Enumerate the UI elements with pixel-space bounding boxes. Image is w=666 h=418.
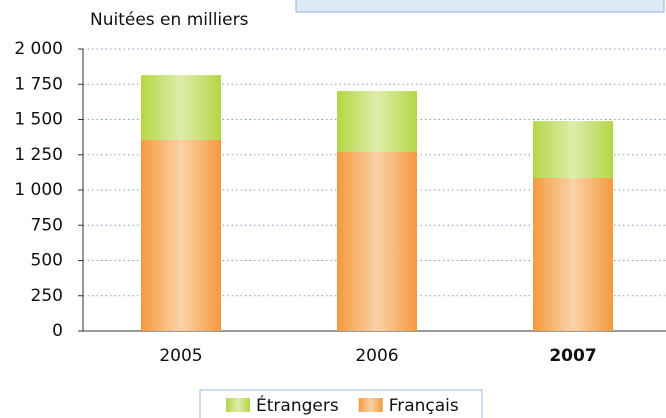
bar-segment [533,121,613,179]
title-banner [295,0,665,13]
legend-swatch [226,398,250,412]
bar-segment [337,91,417,152]
legend-label: Étrangers [256,394,339,416]
y-tick-label: 750 [31,215,63,235]
bar-segment [337,151,417,331]
y-axis-label: Nuitées en milliers [90,10,249,30]
legend-label: Français [389,396,459,416]
y-tick-label: 2 000 [14,39,63,59]
bar-segment [533,178,613,331]
y-tick-label: 1 750 [14,74,63,94]
y-tick-label: 1 250 [14,145,63,165]
bar-segment [141,139,221,331]
y-tick-label: 1 000 [14,180,63,200]
y-tick-label: 500 [31,251,63,271]
legend-swatch [358,398,383,412]
y-tick-label: 1 500 [14,110,63,130]
x-tick-label: 2005 [159,346,202,366]
y-tick-label: 0 [52,321,63,341]
x-tick-label: 2007 [549,346,596,366]
bar-segment [141,75,221,140]
y-tick-label: 250 [31,286,63,306]
x-tick-label: 2006 [355,346,398,366]
